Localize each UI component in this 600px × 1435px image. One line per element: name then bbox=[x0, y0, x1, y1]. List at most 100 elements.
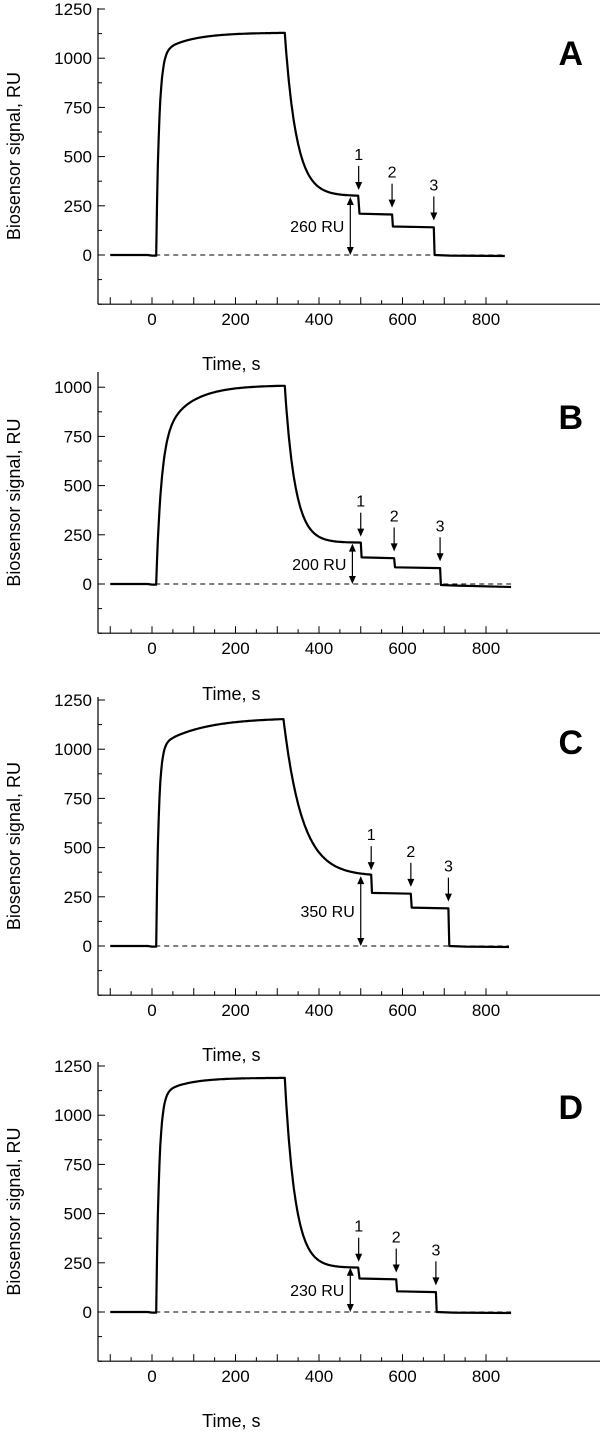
injection-arrow-head bbox=[367, 862, 375, 871]
response-arrow-head-down bbox=[346, 1304, 354, 1312]
injection-arrow-head bbox=[407, 878, 415, 887]
injection-label: 1 bbox=[354, 1219, 363, 1236]
injection-label: 3 bbox=[431, 1242, 440, 1259]
y-tick-label: 1000 bbox=[54, 49, 92, 68]
y-tick-label: 750 bbox=[64, 427, 92, 446]
sensorgram-line bbox=[110, 1076, 512, 1315]
y-tick-label: 250 bbox=[64, 197, 92, 216]
injection-label: 3 bbox=[444, 859, 453, 876]
injection-arrow-head bbox=[436, 553, 444, 562]
chart-panel-c: 0 250 500 750 1000 1250 0 200 400 600 800 Time, s Bi… bbox=[4, 691, 600, 1065]
y-tick-label: 750 bbox=[64, 98, 92, 117]
injection-label: 2 bbox=[392, 1230, 401, 1247]
x-axis-title: Time, s bbox=[202, 684, 260, 704]
y-tick-label: 500 bbox=[64, 839, 92, 858]
injection-arrow-head bbox=[357, 528, 365, 537]
y-tick-label: 1250 bbox=[54, 1057, 92, 1076]
y-tick-label: 1250 bbox=[54, 691, 92, 710]
injection-arrow-head bbox=[388, 199, 396, 208]
response-arrow-head-up bbox=[348, 543, 356, 552]
x-tick-label: 800 bbox=[472, 1001, 500, 1020]
y-tick-label: 250 bbox=[64, 526, 92, 545]
injection-label: 3 bbox=[429, 177, 438, 194]
x-tick-label: 200 bbox=[221, 1367, 249, 1386]
x-tick-label: 800 bbox=[472, 310, 500, 329]
y-tick-label: 500 bbox=[64, 477, 92, 496]
x-tick-label: 400 bbox=[305, 1367, 333, 1386]
panel-letter: C bbox=[558, 724, 583, 762]
y-tick-label: 500 bbox=[64, 148, 92, 167]
y-tick-label: 0 bbox=[83, 575, 92, 594]
injection-label: 2 bbox=[388, 165, 397, 182]
x-axis-title: Time, s bbox=[202, 354, 260, 374]
y-axis-title: Biosensor signal, RU bbox=[4, 419, 24, 587]
injection-label: 3 bbox=[436, 518, 445, 535]
y-tick-label: 750 bbox=[64, 789, 92, 808]
x-tick-label: 0 bbox=[147, 1367, 156, 1386]
response-arrow-head-up bbox=[357, 876, 365, 885]
injection-arrow-head bbox=[390, 543, 398, 552]
injection-label: 2 bbox=[406, 844, 415, 861]
response-arrow-head-up bbox=[346, 1267, 354, 1276]
panel-letter: D bbox=[558, 1089, 583, 1127]
injection-arrow-head bbox=[392, 1264, 400, 1273]
x-tick-label: 600 bbox=[388, 1001, 416, 1020]
injection-label: 1 bbox=[354, 147, 363, 164]
x-tick-label: 0 bbox=[147, 310, 156, 329]
y-tick-label: 250 bbox=[64, 1254, 92, 1273]
x-axis-title: Time, s bbox=[202, 1045, 260, 1065]
y-axis-title: Biosensor signal, RU bbox=[4, 1128, 24, 1296]
y-tick-label: 0 bbox=[83, 1303, 92, 1322]
injection-arrow-head bbox=[355, 181, 363, 190]
response-arrow-head-up bbox=[346, 196, 354, 205]
response-label: 230 RU bbox=[290, 1283, 344, 1300]
y-tick-label: 750 bbox=[64, 1155, 92, 1174]
injection-arrow-head bbox=[355, 1253, 363, 1262]
x-tick-label: 0 bbox=[147, 639, 156, 658]
response-label: 200 RU bbox=[292, 557, 346, 574]
y-tick-label: 0 bbox=[83, 246, 92, 265]
x-tick-label: 400 bbox=[305, 1001, 333, 1020]
y-tick-label: 1000 bbox=[54, 1106, 92, 1125]
injection-label: 2 bbox=[390, 508, 399, 525]
x-tick-label: 200 bbox=[221, 639, 249, 658]
x-tick-label: 0 bbox=[147, 1001, 156, 1020]
x-tick-label: 800 bbox=[472, 639, 500, 658]
response-label: 350 RU bbox=[301, 904, 355, 921]
y-tick-label: 1250 bbox=[54, 0, 92, 19]
injection-label: 1 bbox=[367, 827, 376, 844]
panel-letter: B bbox=[558, 399, 583, 437]
x-tick-label: 400 bbox=[305, 639, 333, 658]
x-tick-label: 600 bbox=[388, 310, 416, 329]
x-tick-label: 600 bbox=[388, 1367, 416, 1386]
injection-arrow-head bbox=[432, 1277, 440, 1286]
x-tick-label: 400 bbox=[305, 310, 333, 329]
y-tick-label: 1000 bbox=[54, 740, 92, 759]
sensorgram-line bbox=[110, 31, 505, 258]
response-arrow-head-down bbox=[348, 576, 356, 584]
response-arrow-head-down bbox=[346, 247, 354, 255]
chart-panel-a: 0 250 500 750 1000 1250 0 200 400 600 800 Time, s Bi… bbox=[4, 0, 600, 374]
sensorgram-line bbox=[110, 718, 510, 949]
y-tick-label: 250 bbox=[64, 888, 92, 907]
y-axis-title: Biosensor signal, RU bbox=[4, 762, 24, 930]
y-axis-title: Biosensor signal, RU bbox=[4, 72, 24, 240]
chart-panel-b: 0 250 500 750 1000 0 200 400 600 800 Time, s Biosen… bbox=[4, 372, 600, 704]
injection-arrow-head bbox=[444, 893, 452, 902]
x-axis-title: Time, s bbox=[202, 1411, 260, 1431]
injection-label: 1 bbox=[356, 494, 365, 511]
x-tick-label: 600 bbox=[388, 639, 416, 658]
response-label: 260 RU bbox=[290, 219, 344, 236]
panel-letter: A bbox=[558, 35, 583, 73]
x-tick-label: 200 bbox=[221, 310, 249, 329]
sensorgram-line bbox=[110, 384, 512, 589]
x-tick-label: 200 bbox=[221, 1001, 249, 1020]
y-tick-label: 0 bbox=[83, 937, 92, 956]
response-arrow-head-down bbox=[357, 938, 365, 946]
y-tick-label: 1000 bbox=[54, 378, 92, 397]
x-tick-label: 800 bbox=[472, 1367, 500, 1386]
chart-panel-d: 0 250 500 750 1000 1250 0 200 400 600 800 Time, s Bi… bbox=[4, 1057, 600, 1431]
injection-arrow-head bbox=[430, 212, 438, 221]
y-tick-label: 500 bbox=[64, 1205, 92, 1224]
